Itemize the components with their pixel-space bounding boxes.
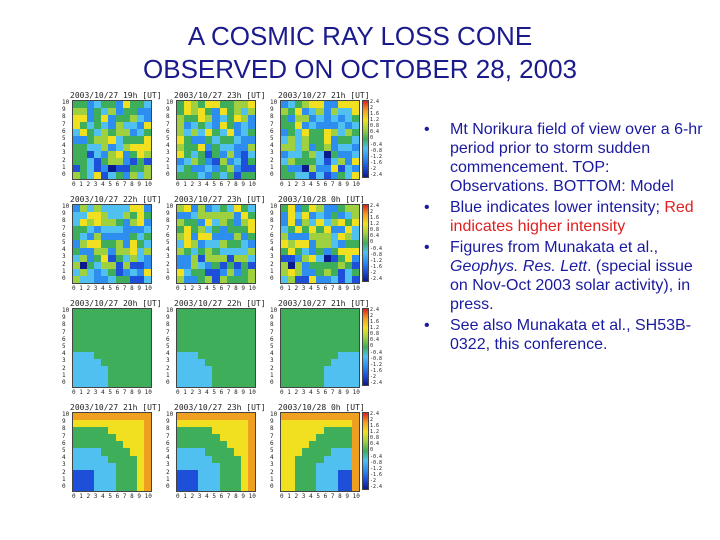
map-panel: 2003/10/27 21h [UT] 10 9 8 7 6 5 4 3 2 1 0 0 1 2 3 4 5 6 7 8… [270, 91, 382, 196]
colorbar-ticks: 2.4 2 1.6 1.2 0.8 0.4 0 -0.4 -0.8 -1.2 -1.6 -2 -2.4 [370, 307, 383, 386]
x-axis-ticks: 0 1 2 3 4 5 6 7 8 9 10 [280, 493, 360, 500]
x-axis-ticks: 0 1 2 3 4 5 6 7 8 9 10 [176, 181, 256, 188]
x-axis-ticks: 0 1 2 3 4 5 6 7 8 9 10 [72, 285, 152, 292]
panel-title: 2003/10/27 22h [UT] [174, 299, 266, 308]
panel-title: 2003/10/27 22h [UT] [70, 195, 162, 204]
x-axis-ticks: 0 1 2 3 4 5 6 7 8 9 10 [280, 389, 360, 396]
map-panel: 2003/10/27 19h [UT] 10 9 8 7 6 5 4 3 2 1 0 0 1 2 3 4 5 6 7 8… [62, 91, 162, 196]
x-axis-ticks: 0 1 2 3 4 5 6 7 8 9 10 [72, 493, 152, 500]
bullet-item: • Figures from Munakata et al., Geophys.… [420, 238, 710, 314]
x-axis-ticks: 0 1 2 3 4 5 6 7 8 9 10 [72, 389, 152, 396]
map-panel: 2003/10/27 20h [UT] 10 9 8 7 6 5 4 3 2 1 0 0 1 2 3 4 5 6 7 8… [62, 299, 162, 404]
colorbar-ticks: 2.4 2 1.6 1.2 0.8 0.4 0 -0.4 -0.8 -1.2 -1.6 -2 -2.4 [370, 99, 383, 178]
intensity-map [280, 204, 360, 284]
intensity-map [72, 412, 152, 492]
y-axis-ticks: 10 9 8 7 6 5 4 3 2 1 0 [270, 411, 278, 490]
panel-title: 2003/10/27 20h [UT] [70, 299, 162, 308]
bullet-dot-icon: • [424, 239, 430, 256]
y-axis-ticks: 10 9 8 7 6 5 4 3 2 1 0 [166, 99, 174, 178]
x-axis-ticks: 0 1 2 3 4 5 6 7 8 9 10 [280, 181, 360, 188]
map-panel: 2003/10/28 0h [UT] 10 9 8 7 6 5 4 3 2 1 0 0 1 2 3 4 5 6 7 8 9… [270, 403, 382, 508]
y-axis-ticks: 10 9 8 7 6 5 4 3 2 1 0 [270, 307, 278, 386]
intensity-map [72, 204, 152, 284]
y-axis-ticks: 10 9 8 7 6 5 4 3 2 1 0 [62, 99, 70, 178]
bullet-text: . (special issue on Nov-Oct 2003 solar a… [450, 258, 693, 313]
intensity-map [72, 100, 152, 180]
bullet-dot-icon: • [424, 121, 430, 138]
y-axis-ticks: 10 9 8 7 6 5 4 3 2 1 0 [270, 203, 278, 282]
panel-title: 2003/10/27 21h [UT] [278, 299, 370, 308]
y-axis-ticks: 10 9 8 7 6 5 4 3 2 1 0 [166, 411, 174, 490]
panel-title: 2003/10/27 21h [UT] [70, 403, 162, 412]
map-panel: 2003/10/27 23h [UT] 10 9 8 7 6 5 4 3 2 1 0 0 1 2 3 4 5 6 7 8… [166, 195, 266, 300]
bullet-dot-icon: • [424, 317, 430, 334]
panel-title: 2003/10/27 23h [UT] [174, 195, 266, 204]
bullet-text: See also Munakata et al., SH53B-0322, th… [450, 317, 692, 353]
colorbar [362, 308, 369, 386]
y-axis-ticks: 10 9 8 7 6 5 4 3 2 1 0 [166, 203, 174, 282]
title-line-2: OBSERVED ON OCTOBER 28, 2003 [143, 54, 577, 84]
y-axis-ticks: 10 9 8 7 6 5 4 3 2 1 0 [62, 411, 70, 490]
intensity-map [176, 100, 256, 180]
panel-title: 2003/10/27 23h [UT] [174, 91, 266, 100]
title-line-1: A COSMIC RAY LOSS CONE [187, 21, 533, 51]
colorbar-ticks: 2.4 2 1.6 1.2 0.8 0.4 0 -0.4 -0.8 -1.2 -1.6 -2 -2.4 [370, 411, 383, 490]
intensity-map [176, 412, 256, 492]
map-panel: 2003/10/27 21h [UT] 10 9 8 7 6 5 4 3 2 1 0 0 1 2 3 4 5 6 7 8… [270, 299, 382, 404]
map-panel: 2003/10/27 22h [UT] 10 9 8 7 6 5 4 3 2 1 0 0 1 2 3 4 5 6 7 8… [62, 195, 162, 300]
panel-title: 2003/10/27 21h [UT] [278, 91, 370, 100]
slide-title: A COSMIC RAY LOSS CONE OBSERVED ON OCTOB… [0, 20, 720, 86]
map-panel: 2003/10/27 23h [UT] 10 9 8 7 6 5 4 3 2 1 0 0 1 2 3 4 5 6 7 8… [166, 403, 266, 508]
x-axis-ticks: 0 1 2 3 4 5 6 7 8 9 10 [176, 389, 256, 396]
colorbar-ticks: 2.4 2 1.6 1.2 0.8 0.4 0 -0.4 -0.8 -1.2 -1.6 -2 -2.4 [370, 203, 383, 282]
intensity-map [72, 308, 152, 388]
y-axis-ticks: 10 9 8 7 6 5 4 3 2 1 0 [270, 99, 278, 178]
x-axis-ticks: 0 1 2 3 4 5 6 7 8 9 10 [72, 181, 152, 188]
map-panel: 2003/10/28 0h [UT] 10 9 8 7 6 5 4 3 2 1 0 0 1 2 3 4 5 6 7 8 9… [270, 195, 382, 300]
intensity-map [280, 412, 360, 492]
intensity-map [280, 100, 360, 180]
panel-title: 2003/10/27 23h [UT] [174, 403, 266, 412]
intensity-map [176, 308, 256, 388]
map-panel: 2003/10/27 22h [UT] 10 9 8 7 6 5 4 3 2 1 0 0 1 2 3 4 5 6 7 8… [166, 299, 266, 404]
y-axis-ticks: 10 9 8 7 6 5 4 3 2 1 0 [62, 307, 70, 386]
y-axis-ticks: 10 9 8 7 6 5 4 3 2 1 0 [62, 203, 70, 282]
colorbar [362, 412, 369, 490]
panel-title: 2003/10/28 0h [UT] [278, 195, 365, 204]
map-panel: 2003/10/27 23h [UT] 10 9 8 7 6 5 4 3 2 1 0 0 1 2 3 4 5 6 7 8… [166, 91, 266, 196]
bullet-text-blue: Blue indicates lower intensity; [450, 199, 665, 216]
bullet-list: • Mt Norikura field of view over a 6-hr … [420, 120, 710, 356]
bullet-text: Figures from Munakata et al., [450, 239, 659, 256]
panel-title: 2003/10/27 19h [UT] [70, 91, 162, 100]
map-panel: 2003/10/27 21h [UT] 10 9 8 7 6 5 4 3 2 1 0 0 1 2 3 4 5 6 7 8… [62, 403, 162, 508]
bullet-item: • Mt Norikura field of view over a 6-hr … [420, 120, 710, 196]
bullet-item: • See also Munakata et al., SH53B-0322, … [420, 316, 710, 354]
x-axis-ticks: 0 1 2 3 4 5 6 7 8 9 10 [176, 493, 256, 500]
loss-cone-figure: 2003/10/27 19h [UT] 10 9 8 7 6 5 4 3 2 1 0 0 1 2 3 4 5 6 7 8… [62, 90, 382, 522]
bullet-dot-icon: • [424, 199, 430, 216]
intensity-map [176, 204, 256, 284]
bullet-text-red: Red indicates higher intensity [450, 199, 694, 235]
x-axis-ticks: 0 1 2 3 4 5 6 7 8 9 10 [280, 285, 360, 292]
journal-name: Geophys. Res. Lett [450, 258, 587, 275]
colorbar [362, 100, 369, 178]
y-axis-ticks: 10 9 8 7 6 5 4 3 2 1 0 [166, 307, 174, 386]
bullet-text: Mt Norikura field of view over a 6-hr pe… [450, 121, 703, 195]
bullet-item: • Blue indicates lower intensity; Red in… [420, 198, 710, 236]
x-axis-ticks: 0 1 2 3 4 5 6 7 8 9 10 [176, 285, 256, 292]
intensity-map [280, 308, 360, 388]
colorbar [362, 204, 369, 282]
panel-title: 2003/10/28 0h [UT] [278, 403, 365, 412]
